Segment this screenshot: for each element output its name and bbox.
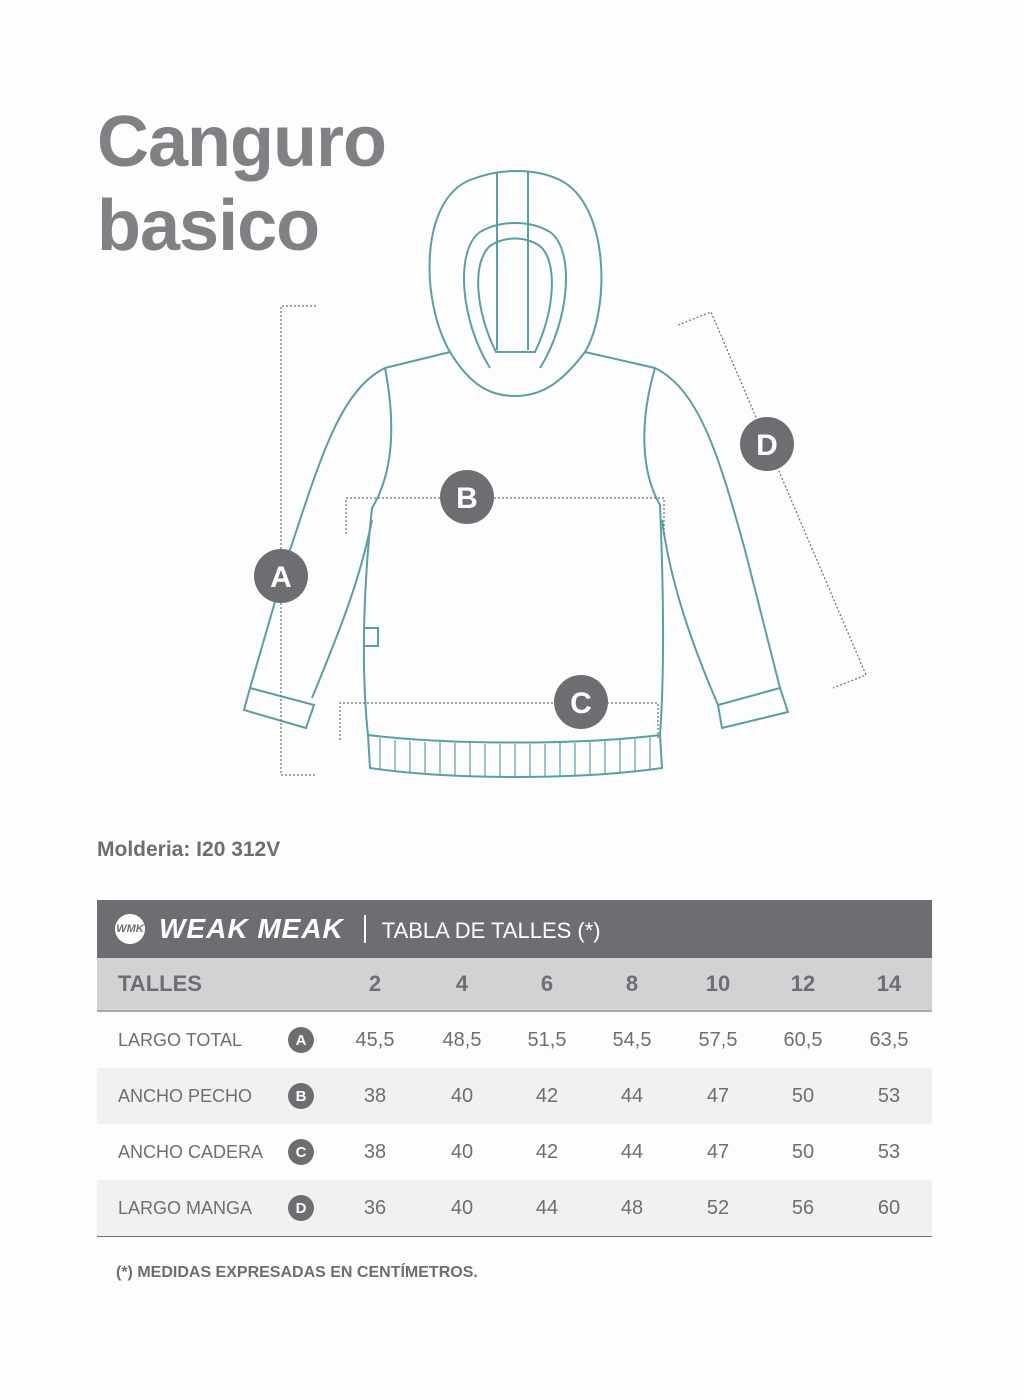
table-row: LARGO TOTAL A 45,5 48,5 51,5 54,5 57,5 60,5 63,5 [97, 1012, 932, 1068]
table-cell: 52 [706, 1196, 730, 1219]
table-cell: 56 [791, 1196, 815, 1219]
divider [363, 915, 366, 943]
table-cell: 48,5 [442, 1028, 482, 1051]
table-cell: 42 [535, 1084, 559, 1107]
table-cell: 47 [706, 1084, 730, 1107]
table-cell: 53 [877, 1140, 901, 1163]
table-cell: 50 [791, 1084, 815, 1107]
sizes-header-row: TALLES 2 4 6 8 10 12 14 [97, 958, 932, 1012]
svg-text:C: C [570, 687, 592, 720]
svg-text:B: B [456, 482, 478, 515]
page-title: Canguro basico [97, 102, 387, 266]
row-label: ANCHO PECHO [118, 1085, 253, 1106]
table-cell: 44 [620, 1140, 644, 1163]
table-cell: 40 [450, 1140, 474, 1163]
pattern-code: Molderia: I20 312V [97, 838, 281, 861]
badge-c [554, 675, 608, 729]
table-cell: 38 [363, 1084, 387, 1107]
footnote: (*) MEDIDAS EXPRESADAS EN CENTÍMETROS. [116, 1264, 478, 1281]
table-cell: 60 [877, 1196, 901, 1219]
hoodie-outline [242, 170, 790, 778]
logo-icon: WMK [115, 914, 145, 944]
measure-badge: D [288, 1195, 314, 1221]
row-label: LARGO TOTAL [118, 1029, 243, 1050]
table-cell: 60,5 [783, 1028, 823, 1051]
badge-d [740, 417, 794, 471]
table-cell: 63,5 [869, 1028, 909, 1051]
table-cell: 40 [450, 1084, 474, 1107]
table-cell: 45,5 [355, 1028, 395, 1051]
table-cell: 40 [450, 1196, 474, 1219]
measure-badge: B [288, 1083, 314, 1109]
hoodie-diagram: A B C D [242, 170, 867, 778]
brand-logo: WMK WEAK MEAK [115, 913, 344, 944]
table-row: LARGO MANGA D 36 40 44 48 52 56 60 [97, 1180, 932, 1237]
table-header: WMK WEAK MEAK TABLA DE TALLES (*) [97, 900, 932, 958]
row-label: LARGO MANGA [118, 1197, 253, 1218]
table-row: ANCHO PECHO B 38 40 42 44 47 50 53 [97, 1068, 932, 1124]
row-label: ANCHO CADERA [118, 1141, 264, 1162]
table-row: ANCHO CADERA C 38 40 42 44 47 50 53 [97, 1124, 932, 1180]
table-cell: 51,5 [527, 1028, 567, 1051]
measure-badges: A B C D [254, 417, 794, 729]
table-cell: 57,5 [698, 1028, 738, 1051]
table-cell: 44 [535, 1196, 559, 1219]
svg-text:A: A [270, 561, 292, 594]
measure-badge: C [288, 1139, 314, 1165]
table-cell: 53 [877, 1084, 901, 1107]
size-table: WMK WEAK MEAK TABLA DE TALLES (*) TALLES… [97, 900, 932, 1237]
badge-b [440, 470, 494, 524]
measure-lines [280, 305, 867, 776]
badge-a [254, 549, 308, 603]
table-cell: 48 [620, 1196, 644, 1219]
measure-badge: A [288, 1027, 314, 1053]
table-cell: 38 [363, 1140, 387, 1163]
table-title: TABLA DE TALLES (*) [381, 918, 601, 943]
svg-text:D: D [756, 429, 778, 462]
table-cell: 36 [363, 1196, 387, 1219]
table-cell: 42 [535, 1140, 559, 1163]
waistband-ribs [379, 737, 651, 777]
table-cell: 44 [620, 1084, 644, 1107]
table-cell: 50 [791, 1140, 815, 1163]
table-cell: 54,5 [612, 1028, 652, 1051]
table-cell: 47 [706, 1140, 730, 1163]
